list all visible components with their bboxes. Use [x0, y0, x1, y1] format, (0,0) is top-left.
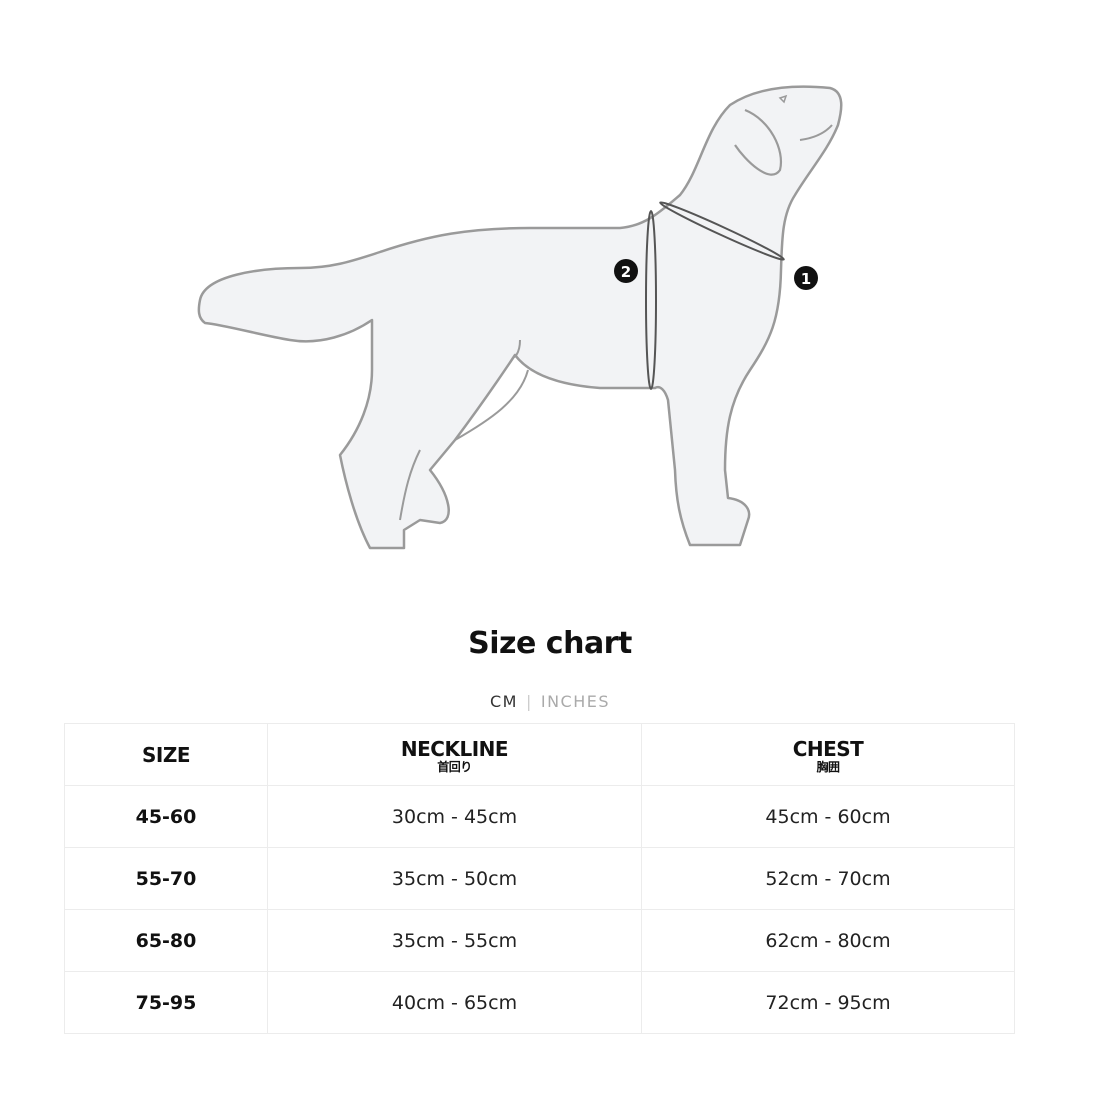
size-cell: 45-60	[64, 785, 268, 848]
dog-silhouette	[197, 85, 843, 550]
unit-toggle: CM | INCHES	[0, 692, 1100, 711]
dog-eye	[778, 94, 788, 104]
unit-cm-button[interactable]: CM	[489, 692, 518, 711]
size-cell: 55-70	[64, 847, 268, 910]
table-row: 65-80 35cm - 55cm 62cm - 80cm	[64, 909, 1015, 972]
svg-text:2: 2	[621, 263, 631, 281]
size-table: SIZE NECKLINE 首回り CHEST 胸囲 45-60 30cm - 45…	[64, 723, 1015, 1034]
header-neckline: NECKLINE 首回り	[267, 723, 642, 786]
chest-cell: 52cm - 70cm	[641, 847, 1015, 910]
neckline-cell: 30cm - 45cm	[267, 785, 642, 848]
neckline-cell: 35cm - 50cm	[267, 847, 642, 910]
table-row: 55-70 35cm - 50cm 52cm - 70cm	[64, 847, 1015, 910]
neckline-cell: 35cm - 55cm	[267, 909, 642, 972]
chest-measure-loop	[645, 210, 657, 390]
neckline-measure-loop	[659, 201, 785, 261]
unit-inches-button[interactable]: INCHES	[540, 692, 611, 711]
chest-cell: 45cm - 60cm	[641, 785, 1015, 848]
size-cell: 75-95	[64, 971, 268, 1034]
header-chest-sub: 胸囲	[816, 759, 840, 774]
dog-mouth	[799, 124, 833, 141]
size-cell: 65-80	[64, 909, 268, 972]
chest-cell: 72cm - 95cm	[641, 971, 1015, 1034]
table-row: 75-95 40cm - 65cm 72cm - 95cm	[64, 971, 1015, 1034]
table-row: 45-60 30cm - 45cm 45cm - 60cm	[64, 785, 1015, 848]
unit-separator: |	[525, 692, 533, 711]
chest-cell: 62cm - 80cm	[641, 909, 1015, 972]
marker-2: 2	[614, 259, 638, 283]
dog-hind-leg-line	[399, 339, 529, 521]
marker-1: 1	[794, 266, 818, 290]
page-title: Size chart	[468, 626, 632, 661]
header-chest: CHEST 胸囲	[641, 723, 1015, 786]
table-header-row: SIZE NECKLINE 首回り CHEST 胸囲	[64, 723, 1015, 786]
dog-ear	[734, 108, 783, 176]
neckline-cell: 40cm - 65cm	[267, 971, 642, 1034]
svg-text:1: 1	[801, 270, 811, 288]
header-neckline-sub: 首回り	[437, 759, 472, 774]
dog-measurement-illustration: 1 2	[197, 85, 843, 550]
header-size: SIZE	[64, 723, 268, 786]
